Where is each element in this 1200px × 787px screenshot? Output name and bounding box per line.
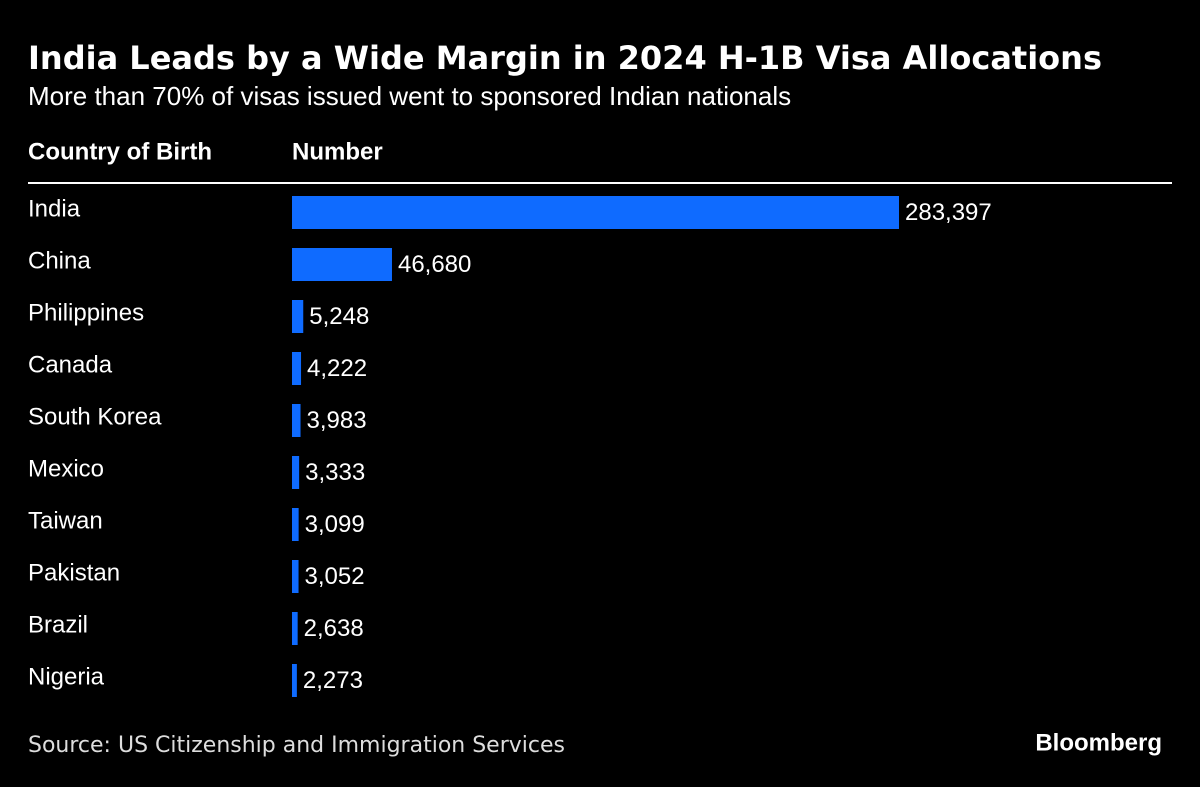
row-label: Pakistan xyxy=(28,559,120,586)
bar xyxy=(292,456,300,489)
row-label: Brazil xyxy=(28,611,88,638)
bar xyxy=(292,664,297,697)
value-label: 4,222 xyxy=(307,355,367,382)
bar xyxy=(292,508,299,541)
bar xyxy=(292,300,304,333)
row-label: South Korea xyxy=(28,403,162,430)
value-label: 3,099 xyxy=(305,511,365,538)
value-label: 5,248 xyxy=(309,303,369,330)
row-label: China xyxy=(28,247,91,274)
value-label: 46,680 xyxy=(398,251,471,278)
row-label: Nigeria xyxy=(28,663,105,690)
value-label: 2,638 xyxy=(304,615,364,642)
bar xyxy=(292,612,298,645)
row-label: Philippines xyxy=(28,299,144,326)
value-label: 3,983 xyxy=(307,407,367,434)
chart-subtitle: More than 70% of visas issued went to sp… xyxy=(28,81,791,111)
bar xyxy=(292,404,301,437)
bar xyxy=(292,560,299,593)
row-label: Taiwan xyxy=(28,507,103,534)
source: Source: US Citizenship and Immigration S… xyxy=(28,733,565,758)
column-header: Number xyxy=(292,138,383,165)
row-label: India xyxy=(28,195,81,222)
value-label: 3,333 xyxy=(305,459,365,486)
column-header: Country of Birth xyxy=(28,138,212,165)
row-label: Mexico xyxy=(28,455,104,482)
bar xyxy=(292,248,392,281)
row-label: Canada xyxy=(28,351,113,378)
value-label: 2,273 xyxy=(303,667,363,694)
value-label: 283,397 xyxy=(905,199,992,226)
bar xyxy=(292,352,302,385)
bar xyxy=(292,196,899,229)
chart-title: India Leads by a Wide Margin in 2024 H-1… xyxy=(28,39,1102,77)
brand: Bloomberg xyxy=(1035,729,1162,756)
value-label: 3,052 xyxy=(305,563,365,590)
